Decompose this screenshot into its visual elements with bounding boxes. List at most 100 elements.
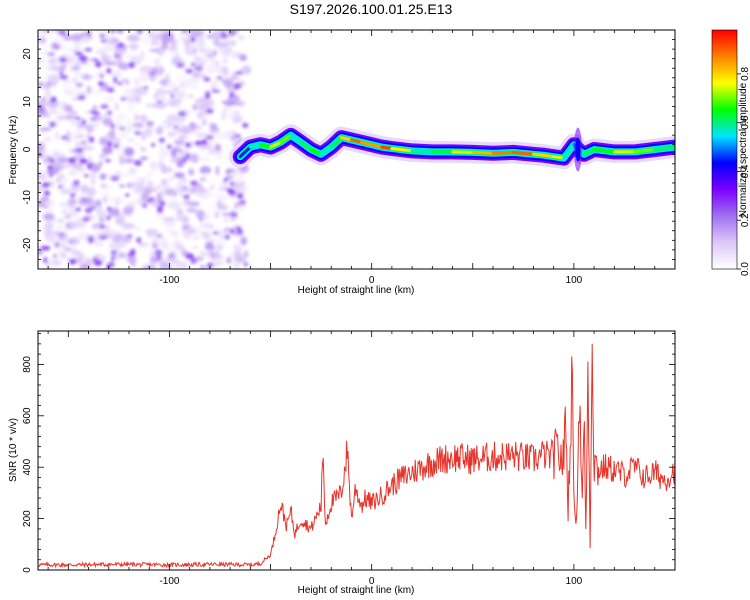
snr-series-line xyxy=(38,343,675,569)
noise-speckle xyxy=(177,135,189,139)
noise-speckle xyxy=(44,245,51,251)
noise-speckle xyxy=(76,168,86,173)
noise-speckle xyxy=(184,40,192,50)
noise-speckle xyxy=(56,36,65,46)
noise-speckle xyxy=(224,234,231,240)
noise-speckle xyxy=(114,180,126,185)
snr-x-axis-label: Height of straight line (km) xyxy=(298,585,415,596)
noise-speckle xyxy=(102,118,108,125)
noise-speckle xyxy=(111,177,119,181)
noise-speckle xyxy=(196,133,208,138)
noise-speckle xyxy=(236,229,244,235)
trace-core-segment xyxy=(542,153,556,159)
noise-speckle xyxy=(95,70,107,78)
noise-speckle xyxy=(43,256,48,264)
noise-speckle xyxy=(209,79,219,89)
noise-speckle xyxy=(126,255,137,263)
trace-core-segment xyxy=(582,148,596,156)
noise-speckle xyxy=(178,38,183,46)
noise-speckle xyxy=(157,45,170,51)
noise-speckle xyxy=(136,237,142,244)
noise-speckle xyxy=(156,125,164,135)
noise-speckle xyxy=(199,35,207,40)
noise-speckle xyxy=(107,37,119,46)
noise-speckle xyxy=(212,231,220,235)
noise-speckle xyxy=(76,127,81,134)
noise-speckle xyxy=(69,209,77,217)
noise-speckle xyxy=(106,195,116,205)
noise-speckle xyxy=(119,145,128,150)
noise-speckle xyxy=(99,153,107,159)
noise-speckle xyxy=(145,228,158,235)
spectrogram-y-tick-label: 10 xyxy=(22,96,33,108)
noise-speckle xyxy=(240,236,247,246)
noise-speckle xyxy=(159,261,171,269)
noise-speckle xyxy=(115,217,126,226)
noise-speckle xyxy=(180,99,187,103)
noise-speckle xyxy=(185,142,191,148)
noise-speckle xyxy=(183,194,190,199)
noise-speckle xyxy=(75,82,84,88)
noise-speckle xyxy=(64,214,72,219)
noise-speckle xyxy=(235,205,248,215)
noise-speckle xyxy=(70,247,75,255)
noise-speckle xyxy=(74,135,79,140)
noise-speckle xyxy=(200,73,207,79)
noise-speckle xyxy=(175,245,184,249)
noise-speckle xyxy=(114,115,127,124)
noise-speckle xyxy=(68,67,73,73)
noise-speckle xyxy=(216,76,223,80)
noise-speckle xyxy=(49,171,54,178)
noise-speckle xyxy=(156,254,162,261)
noise-speckle xyxy=(235,71,244,75)
noise-speckle xyxy=(43,213,55,221)
noise-speckle xyxy=(141,264,154,269)
noise-speckle xyxy=(143,86,149,89)
trace-core-segment xyxy=(511,150,535,156)
noise-speckle xyxy=(47,74,60,84)
trace-core-segment xyxy=(380,145,394,150)
noise-speckle xyxy=(236,255,245,262)
noise-speckle xyxy=(110,123,115,129)
colorbar-gradient xyxy=(712,30,737,269)
noise-speckle xyxy=(199,166,211,175)
noise-speckle xyxy=(99,34,106,38)
noise-speckle xyxy=(134,126,139,133)
noise-speckle xyxy=(149,40,160,46)
noise-speckle xyxy=(117,42,124,48)
noise-speckle xyxy=(169,97,183,103)
noise-speckle xyxy=(118,62,130,71)
snr-plot-area xyxy=(38,331,675,570)
noise-speckle xyxy=(108,54,114,62)
noise-speckle xyxy=(123,223,136,229)
noise-speckle xyxy=(210,185,215,190)
noise-speckle xyxy=(144,173,152,182)
noise-speckle xyxy=(113,48,127,55)
noise-speckle xyxy=(211,137,216,148)
noise-speckle xyxy=(174,149,184,153)
noise-speckle xyxy=(38,152,43,158)
noise-speckle xyxy=(156,63,162,71)
noise-speckle xyxy=(70,48,80,53)
noise-speckle xyxy=(121,89,130,97)
noise-speckle xyxy=(80,128,88,134)
spectrogram-noise-region xyxy=(38,30,252,269)
noise-speckle xyxy=(114,102,120,111)
noise-speckle xyxy=(91,228,101,234)
noise-speckle xyxy=(171,240,183,248)
noise-speckle xyxy=(125,53,137,57)
noise-speckle xyxy=(98,216,106,224)
noise-speckle xyxy=(173,125,178,129)
noise-speckle xyxy=(201,139,208,146)
noise-speckle xyxy=(111,255,115,262)
noise-speckle xyxy=(109,241,119,250)
snr-frame xyxy=(37,330,676,571)
noise-speckle xyxy=(218,91,227,98)
noise-speckle xyxy=(113,143,120,149)
noise-speckle xyxy=(190,36,196,43)
noise-speckle xyxy=(99,74,104,79)
trace-core-segment xyxy=(329,136,343,149)
noise-speckle xyxy=(128,166,137,175)
noise-speckle xyxy=(202,222,216,226)
noise-speckle xyxy=(232,244,243,251)
